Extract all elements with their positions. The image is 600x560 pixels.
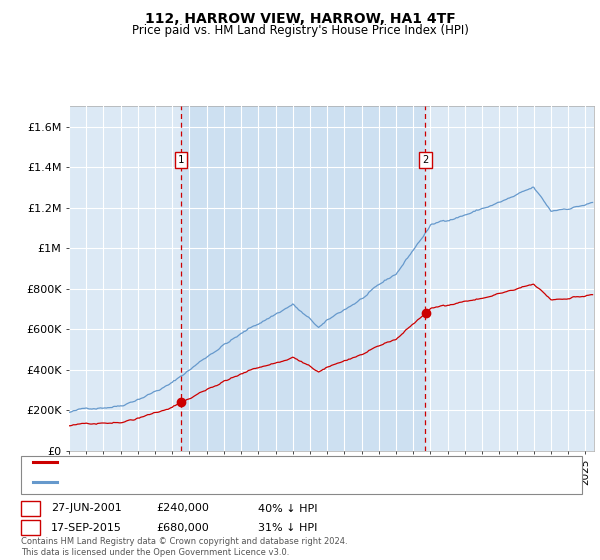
Text: Contains HM Land Registry data © Crown copyright and database right 2024.
This d: Contains HM Land Registry data © Crown c… [21,537,347,557]
Text: 2: 2 [27,522,34,533]
Text: 40% ↓ HPI: 40% ↓ HPI [258,503,317,514]
Text: 17-SEP-2015: 17-SEP-2015 [51,522,122,533]
Text: HPI: Average price, detached house, Harrow: HPI: Average price, detached house, Harr… [60,477,290,487]
Text: £680,000: £680,000 [156,522,209,533]
Text: 31% ↓ HPI: 31% ↓ HPI [258,522,317,533]
Bar [181,106,425,451]
Text: 2: 2 [422,155,428,165]
Text: 1: 1 [27,503,34,514]
Text: 112, HARROW VIEW, HARROW, HA1 4TF: 112, HARROW VIEW, HARROW, HA1 4TF [145,12,455,26]
Text: Price paid vs. HM Land Registry's House Price Index (HPI): Price paid vs. HM Land Registry's House … [131,24,469,36]
Text: 27-JUN-2001: 27-JUN-2001 [51,503,122,514]
Text: £240,000: £240,000 [156,503,209,514]
Text: 112, HARROW VIEW, HARROW, HA1 4TF (detached house): 112, HARROW VIEW, HARROW, HA1 4TF (detac… [60,457,364,467]
Text: 1: 1 [178,155,184,165]
